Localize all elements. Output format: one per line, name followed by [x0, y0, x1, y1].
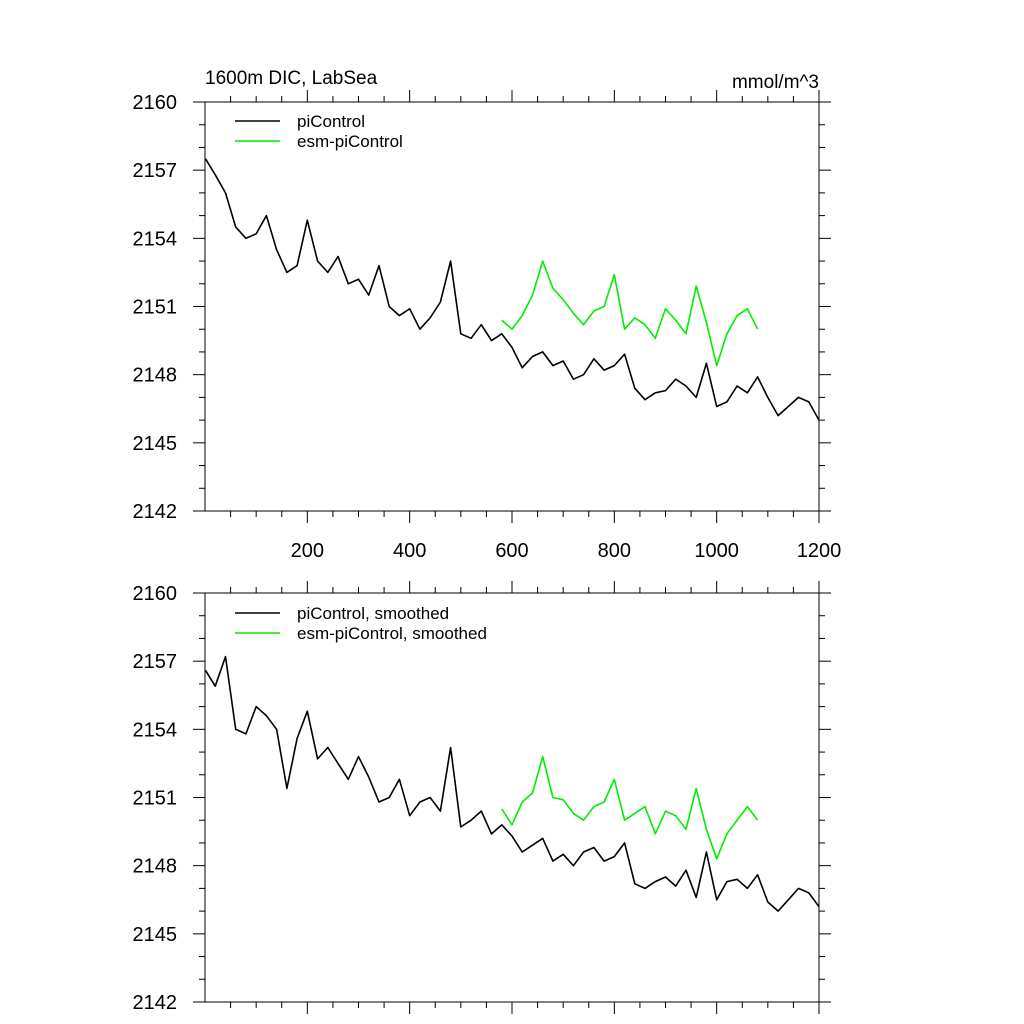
plot-frame — [204, 101, 820, 512]
x-tick-label: 400 — [393, 540, 426, 562]
y-tick-label: 2160 — [133, 583, 178, 605]
legend-entry: piControl — [297, 112, 365, 131]
y-tick-label: 2142 — [133, 501, 178, 523]
y-tick-label: 2157 — [133, 160, 178, 182]
y-tick-label: 2148 — [133, 856, 178, 878]
x-tick-label: 800 — [598, 540, 631, 562]
y-tick-label: 2145 — [133, 924, 178, 946]
x-tick-label: 600 — [495, 540, 528, 562]
legend-entry: esm-piControl, smoothed — [297, 624, 487, 643]
units-label: mmol/m^3 — [732, 72, 819, 93]
legend-entry: piControl, smoothed — [297, 604, 449, 623]
x-tick-label: 1000 — [694, 540, 739, 562]
y-tick-label: 2142 — [133, 992, 178, 1014]
series-line-esm-picontrol-smoothed — [501, 755, 759, 860]
legend-entry: esm-piControl — [297, 132, 403, 151]
y-tick-label: 2160 — [133, 92, 178, 114]
y-tick-label: 2154 — [133, 719, 178, 741]
y-tick-label: 2157 — [133, 651, 178, 673]
y-tick-label: 2151 — [133, 788, 178, 810]
chart-title: 1600m DIC, LabSea — [205, 68, 378, 89]
plot-frame — [204, 592, 820, 1003]
x-tick-label: 1200 — [797, 540, 842, 562]
top-panel: 2142 2145 2148 2151 2154 2157 2160 200 400 600 800… — [133, 68, 842, 562]
series-line-picontrol-smoothed — [204, 655, 820, 912]
y-tick-label: 2148 — [133, 365, 178, 387]
y-tick-label: 2145 — [133, 433, 178, 455]
y-tick-label: 2151 — [133, 297, 178, 319]
series-line-picontrol — [204, 158, 820, 421]
y-tick-label: 2154 — [133, 228, 178, 250]
x-tick-label: 200 — [291, 540, 324, 562]
bottom-panel: 2142 2145 2148 2151 2154 2157 2160 piControl, s… — [133, 581, 831, 1014]
series-line-esm-picontrol — [501, 260, 759, 367]
